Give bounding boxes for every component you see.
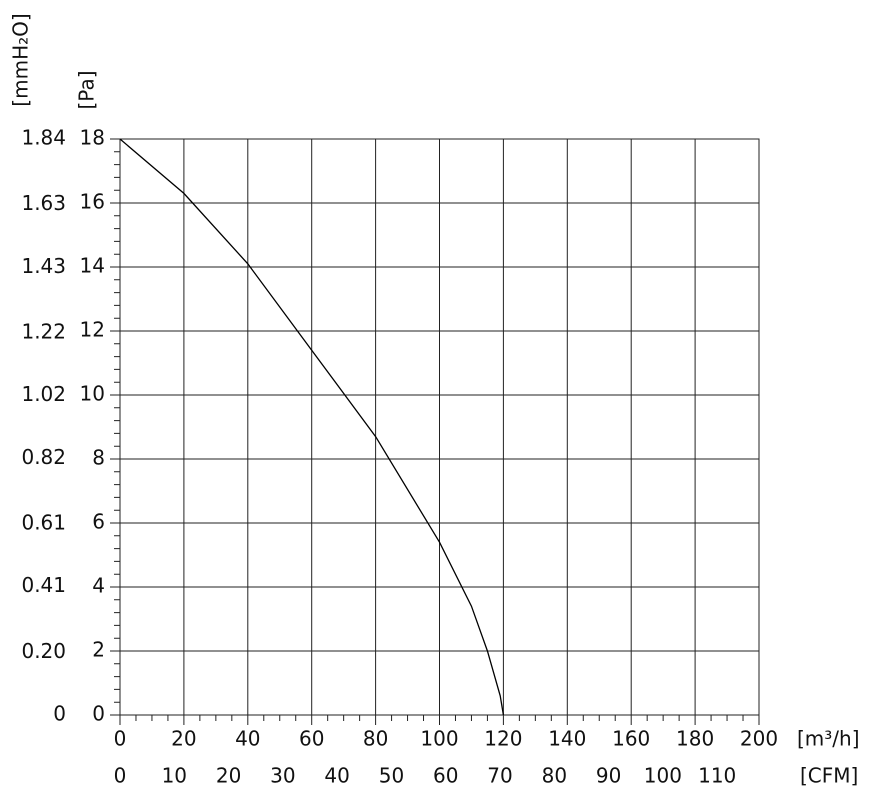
x-axis-label: [m³/h] — [797, 727, 860, 751]
x2-tick-label: 70 — [487, 764, 512, 788]
x2-tick-label: 20 — [216, 764, 241, 788]
y2-tick-label: 0 — [53, 702, 66, 726]
x2-tick-label: 30 — [270, 764, 295, 788]
x2-tick-label: 90 — [596, 764, 621, 788]
x2-tick-label: 100 — [644, 764, 682, 788]
y-tick-label: 10 — [80, 382, 105, 406]
x-tick-label: 0 — [114, 727, 127, 751]
y-tick-label: 6 — [92, 510, 105, 534]
y2-tick-label: 0.20 — [21, 639, 66, 663]
minor-ticks — [114, 151, 744, 721]
x2-tick-label: 60 — [433, 764, 458, 788]
x-tick-label: 40 — [235, 727, 260, 751]
x2-tick-label: 0 — [114, 764, 127, 788]
y-tick-label: 0 — [92, 702, 105, 726]
x-tick-label: 100 — [420, 727, 458, 751]
x-tick-label: 200 — [740, 727, 778, 751]
x-tick-label: 180 — [676, 727, 714, 751]
x-tick-label: 60 — [299, 727, 324, 751]
x-tick-label: 80 — [363, 727, 388, 751]
x2-tick-label: 10 — [162, 764, 187, 788]
x2-tick-label: 40 — [324, 764, 349, 788]
y2-tick-label: 0.82 — [21, 445, 66, 469]
y-tick-label: 16 — [80, 190, 105, 214]
y2-tick-label: 0.41 — [21, 573, 66, 597]
x2-tick-label: 110 — [698, 764, 736, 788]
y2-tick-label: 1.84 — [21, 126, 66, 150]
x-tick-label: 120 — [484, 727, 522, 751]
y2-tick-label: 1.43 — [21, 254, 66, 278]
y-tick-label: 12 — [80, 318, 105, 342]
y-tick-label: 14 — [80, 254, 105, 278]
x2-tick-label: 50 — [379, 764, 404, 788]
y-tick-label: 4 — [92, 574, 105, 598]
y2-tick-label: 0.61 — [21, 511, 66, 535]
y-tick-label: 18 — [80, 126, 105, 150]
y2-tick-label: 1.22 — [21, 320, 66, 344]
y2-axis-label: [mmH₂O] — [9, 13, 33, 106]
x2-tick-label: 80 — [542, 764, 567, 788]
y2-tick-label: 1.63 — [21, 191, 66, 215]
curve — [119, 138, 505, 716]
x-tick-label: 160 — [612, 727, 650, 751]
y-tick-label: 8 — [92, 446, 105, 470]
x-tick-label: 20 — [171, 727, 196, 751]
y2-tick-label: 1.02 — [21, 382, 66, 406]
y-tick-label: 2 — [92, 638, 105, 662]
y-axis-label: [Pa] — [75, 70, 99, 109]
x2-axis-label: [CFM] — [800, 764, 858, 788]
x-tick-label: 140 — [548, 727, 586, 751]
